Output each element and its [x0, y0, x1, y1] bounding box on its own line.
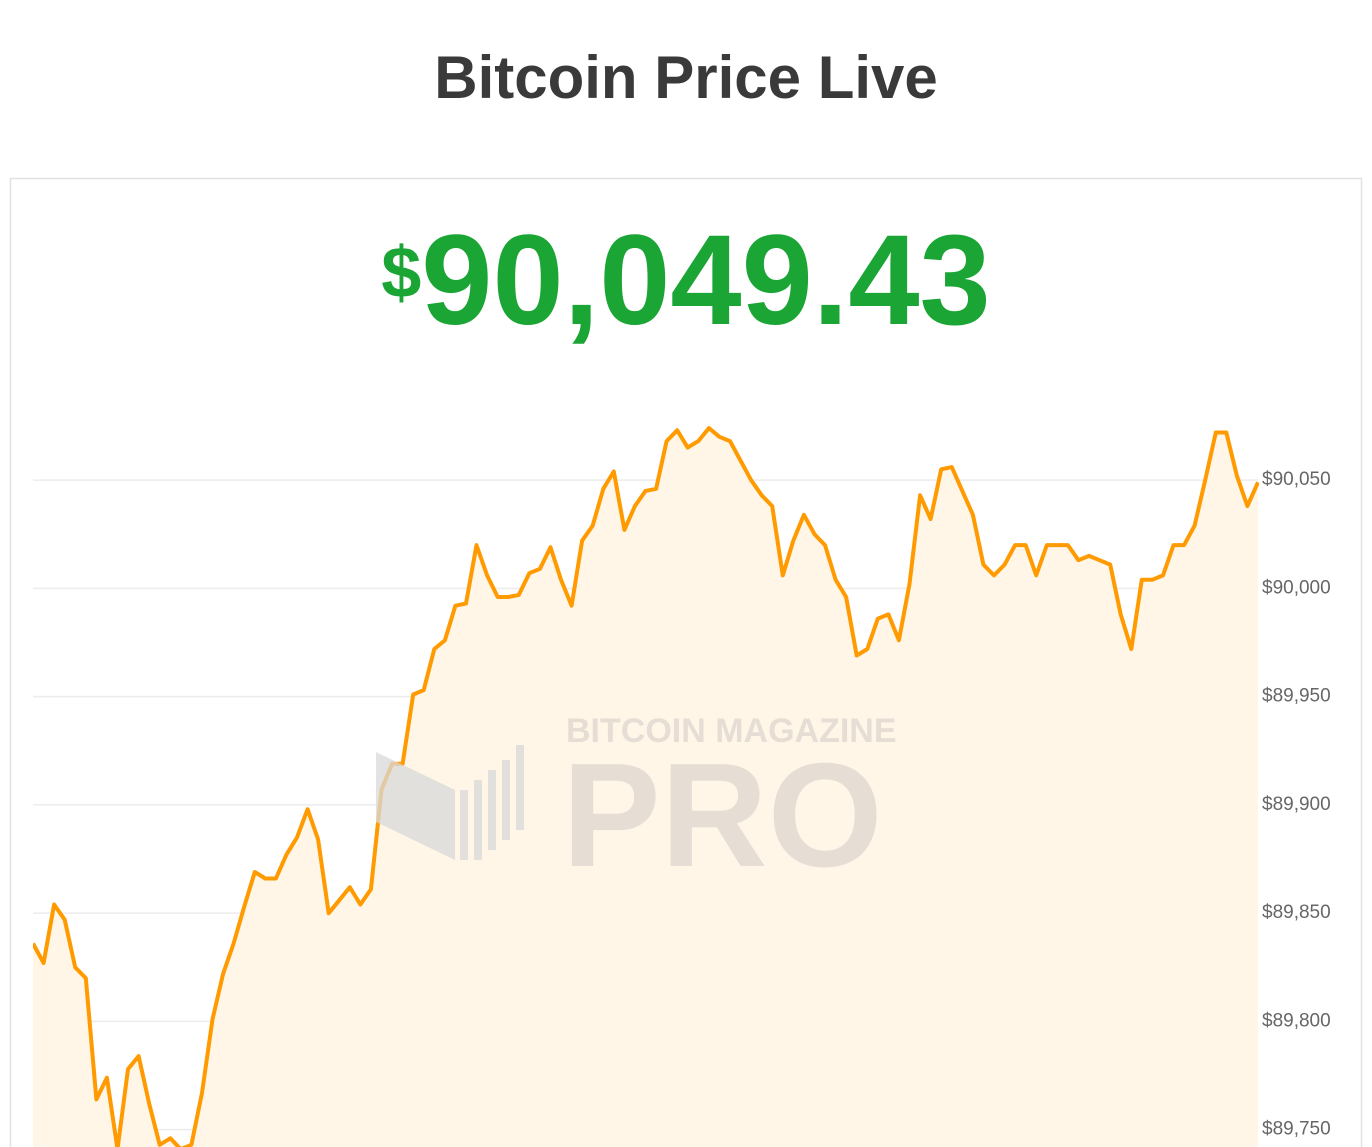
- plot-area: [33, 426, 1259, 1147]
- watermark-product: PRO: [562, 733, 883, 898]
- watermark-icon: [376, 745, 524, 860]
- y-tick-label: $89,750: [1262, 1119, 1331, 1140]
- y-tick-label: $89,850: [1262, 902, 1331, 923]
- watermark-brand: BITCOIN MAGAZINE: [566, 712, 897, 750]
- y-tick-label: $90,050: [1262, 469, 1331, 490]
- area: [33, 428, 1258, 1147]
- line: [33, 426, 1259, 1147]
- y-tick-label: $90,000: [1262, 577, 1331, 598]
- page-title: Bitcoin Price Live: [434, 44, 938, 111]
- y-tick-label: $89,950: [1262, 686, 1331, 707]
- chart: $89,750 $89,800 $89,850 $89,900 $89,950 $90,0…: [33, 426, 1331, 1147]
- price: $90,049.43: [381, 209, 990, 352]
- price-amount: 90,049.43: [421, 209, 990, 352]
- y-tick-label: $89,800: [1262, 1010, 1331, 1031]
- watermark: BITCOIN MAGAZINE PRO: [376, 712, 897, 898]
- y-tick-label: $89,900: [1262, 794, 1331, 815]
- price-currency: $: [381, 233, 421, 313]
